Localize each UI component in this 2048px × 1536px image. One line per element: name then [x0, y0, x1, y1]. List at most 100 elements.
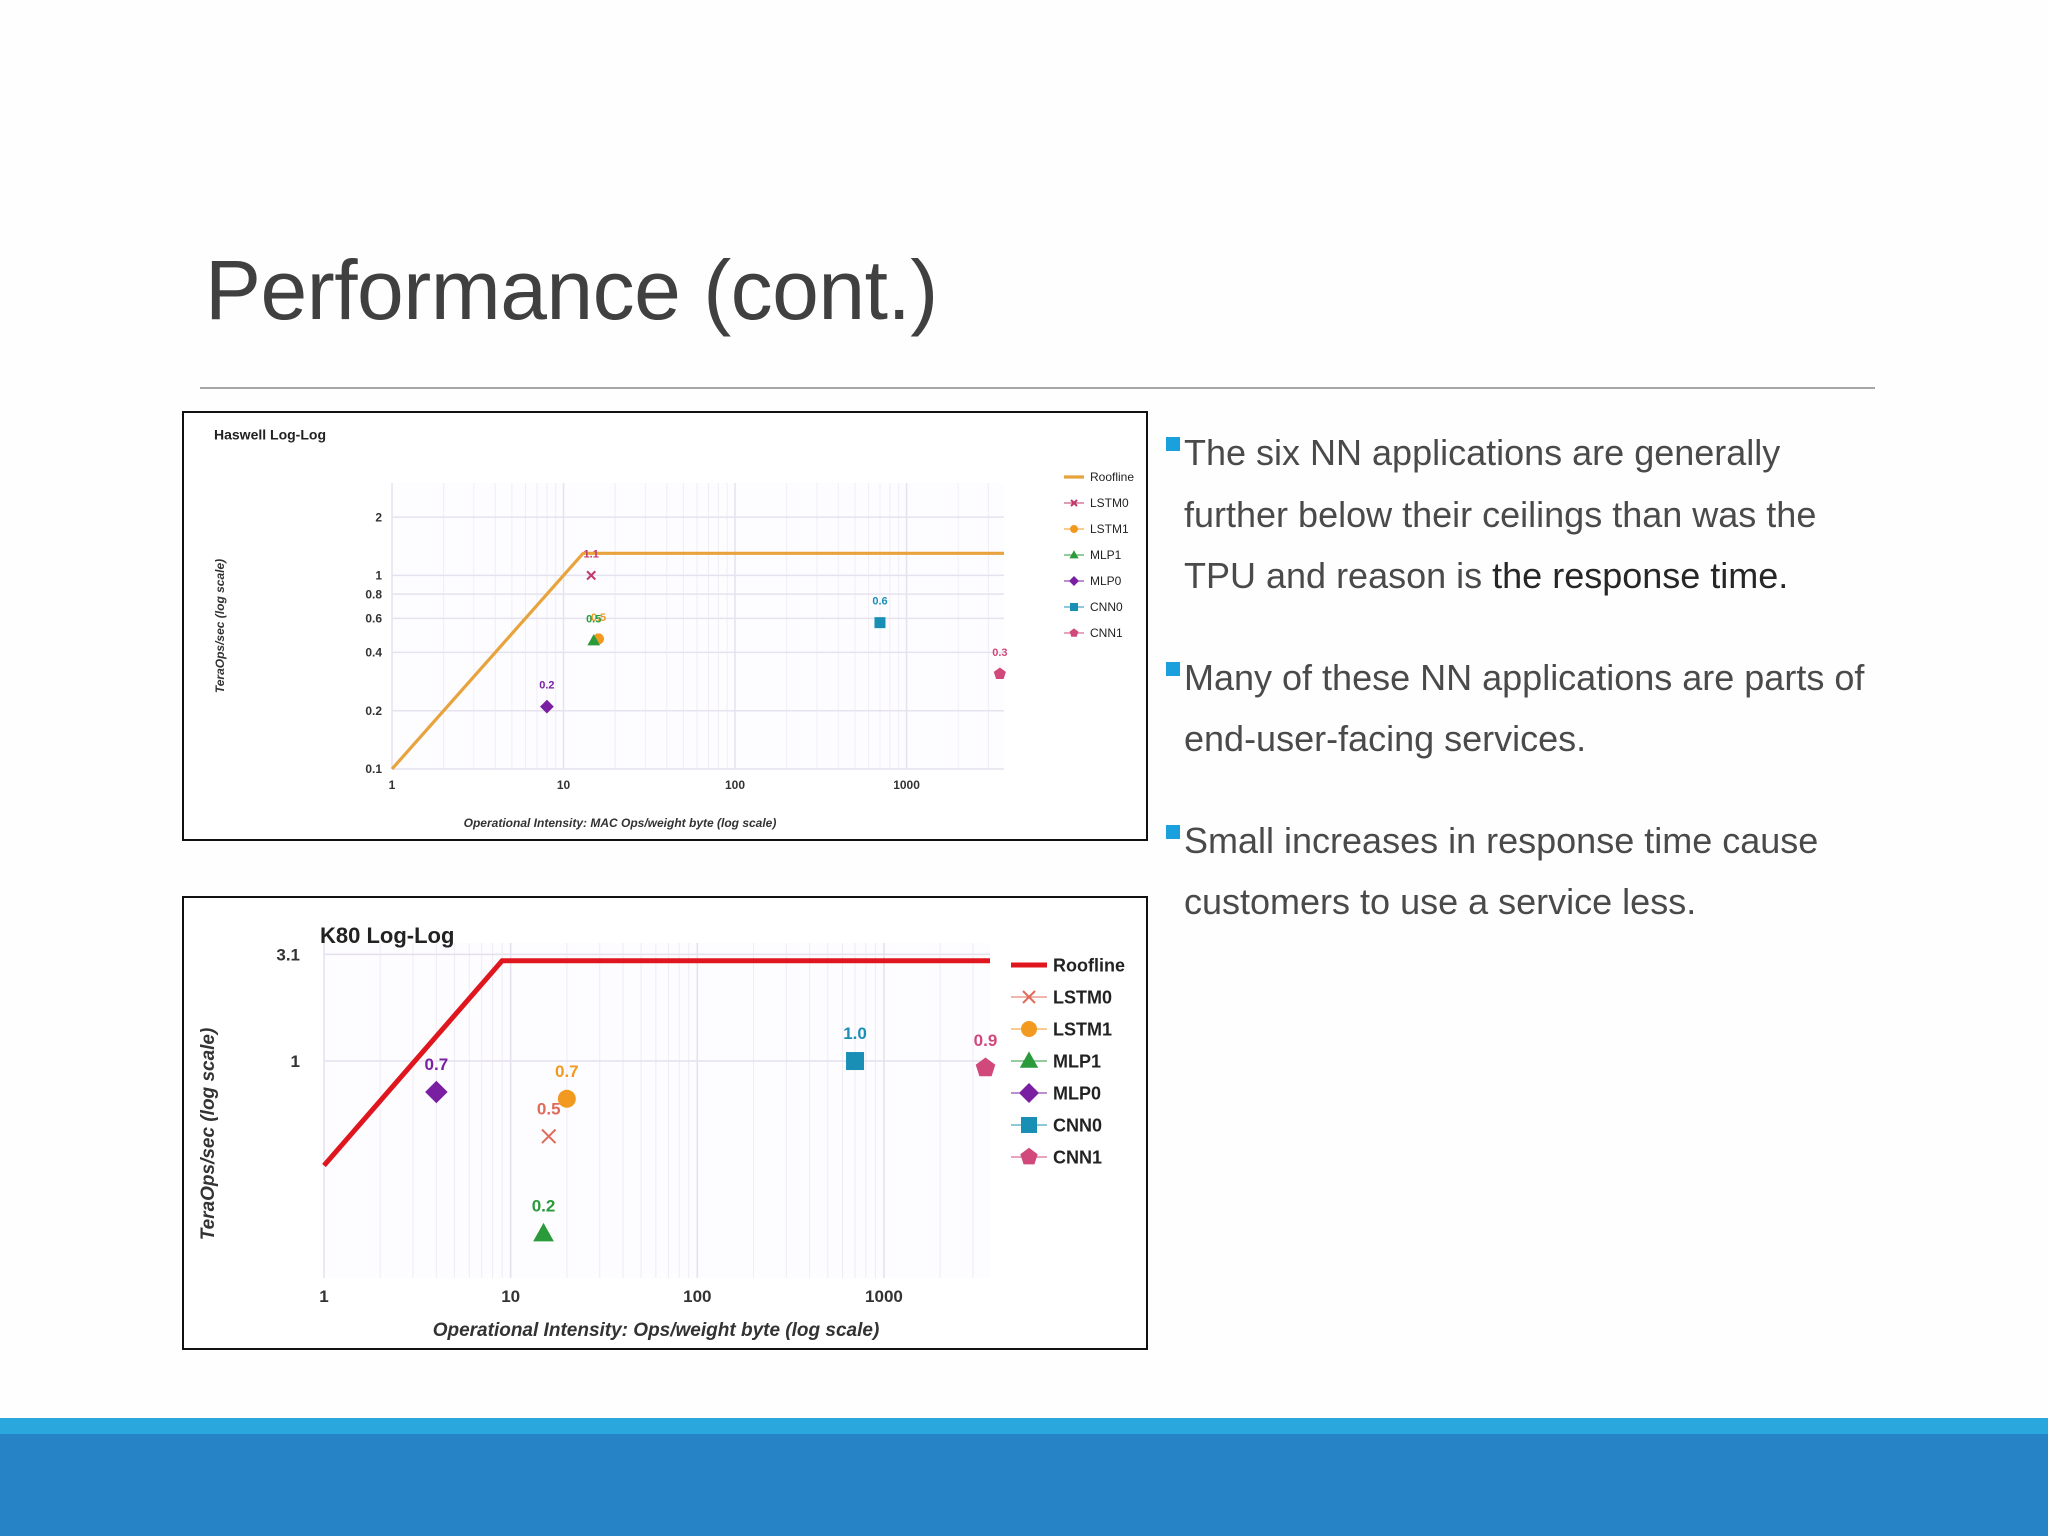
- data-point-mlp0: [425, 1080, 448, 1104]
- plot-area: [324, 943, 990, 1278]
- data-point-cnn1: [975, 1057, 996, 1077]
- data-label: 1.1: [584, 548, 599, 560]
- legend-marker-icon: [1069, 628, 1079, 637]
- x-tick-label: 100: [683, 1287, 711, 1306]
- bullet-text: The six NN applications are generally fu…: [1184, 432, 1817, 596]
- data-point-lstm0-stroke: [586, 570, 597, 581]
- grid: [391, 483, 1004, 770]
- x-tick-label: 10: [501, 1287, 520, 1306]
- legend-label: MLP1: [1090, 548, 1122, 562]
- x-tick-label: 100: [725, 778, 745, 792]
- y-tick-label: 2: [375, 510, 382, 524]
- bullet-marker-icon: [1166, 824, 1180, 839]
- legend-label: Roofline: [1090, 470, 1134, 484]
- data-label: 0.3: [992, 647, 1007, 659]
- legend-label: LSTM0: [1090, 496, 1129, 510]
- legend-label: CNN1: [1053, 1147, 1102, 1167]
- y-tick-label: 0.8: [365, 587, 382, 601]
- legend-label: CNN0: [1053, 1115, 1102, 1135]
- bullet-item: Many of these NN applications are parts …: [1162, 647, 1892, 770]
- data-label: 0.5: [537, 1099, 561, 1118]
- legend-label: Roofline: [1053, 955, 1125, 975]
- legend-marker-icon: [1022, 990, 1036, 1004]
- data-point-cnn1: [993, 667, 1006, 679]
- bullet-item: Small increases in response time cause c…: [1162, 810, 1892, 933]
- x-tick-label: 1: [389, 778, 396, 792]
- legend-label: CNN0: [1090, 600, 1123, 614]
- chart-title: Haswell Log-Log: [214, 426, 326, 442]
- legend-marker-icon: [1070, 525, 1078, 533]
- legend-marker-icon: [1069, 576, 1079, 586]
- y-tick-label: 1: [375, 569, 382, 583]
- data-point-cnn0: [846, 1052, 865, 1071]
- data-point-cnn0: [874, 617, 886, 629]
- x-tick-label: 1000: [865, 1287, 903, 1306]
- data-label: 0.5: [591, 612, 606, 624]
- legend-marker-icon-stroke: [1022, 990, 1036, 1004]
- footer-bar: [0, 1434, 2048, 1536]
- data-point-lstm1: [557, 1089, 576, 1108]
- data-point-lstm0: [586, 570, 597, 581]
- legend: Roofline LSTM0 LSTM1 MLP1 MLP0 CNN0 CNN1: [1064, 470, 1134, 640]
- legend-label: MLP1: [1053, 1051, 1101, 1071]
- legend-label: MLP0: [1090, 574, 1122, 588]
- k80-chart: 1 10 100 1000 1 3.1 K80 Log-Log Operational Int…: [198, 923, 1125, 1341]
- legend-label: LSTM1: [1090, 522, 1129, 536]
- data-label: 0.2: [539, 680, 554, 692]
- x-tick-label: 1: [319, 1287, 328, 1306]
- y-tick-label: 0.1: [365, 762, 382, 776]
- x-axis-label: Operational Intensity: Ops/weight byte (…: [433, 1320, 880, 1341]
- bullet-marker-icon: [1166, 437, 1180, 451]
- title-divider: [200, 387, 1875, 389]
- y-axis-label: TeraOps/sec (log scale): [198, 1028, 219, 1241]
- y-tick-label: 0.6: [365, 612, 382, 626]
- slide-title: Performance (cont.): [205, 243, 938, 337]
- legend-label: LSTM0: [1053, 987, 1112, 1007]
- data-label: 0.7: [555, 1062, 579, 1081]
- legend-marker-icon: [1020, 1147, 1038, 1165]
- legend-marker-icon: [1019, 1083, 1039, 1103]
- data-label: 0.7: [425, 1055, 449, 1074]
- data-point-mlp0: [540, 699, 554, 714]
- legend: Roofline LSTM0 LSTM1 MLP1 MLP0 CNN0 CNN1: [1011, 955, 1125, 1167]
- y-tick-label: 3.1: [276, 945, 300, 964]
- y-axis-label: TeraOps/sec (log scale): [213, 559, 227, 693]
- y-tick-label: 1: [291, 1052, 300, 1071]
- bullet-text: Small increases in response time cause c…: [1184, 819, 1819, 923]
- footer-accent-strip: [0, 1418, 2048, 1434]
- legend-marker-icon: [1070, 499, 1078, 507]
- roofline-line: [322, 958, 990, 1168]
- legend-label: CNN1: [1090, 626, 1123, 640]
- data-point-lstm0: [541, 1128, 557, 1144]
- data-label: 0.6: [872, 596, 887, 608]
- legend-marker-icon: [1070, 603, 1078, 611]
- legend-marker-icon-stroke: [1070, 499, 1078, 507]
- data-point-mlp1: [587, 634, 601, 646]
- x-tick-label: 10: [557, 778, 571, 792]
- data-label: 0.9: [974, 1031, 998, 1050]
- bullet-text: Many of these NN applications are parts …: [1184, 656, 1865, 760]
- legend-marker-icon: [1021, 1117, 1037, 1133]
- y-tick-label: 0.4: [365, 646, 382, 660]
- plot-area: [392, 483, 1004, 769]
- legend-label: LSTM1: [1053, 1019, 1112, 1039]
- bullet-list: The six NN applications are generally fu…: [1162, 422, 1892, 973]
- y-tick-label: 0.2: [365, 704, 382, 718]
- data-label: 0.2: [532, 1197, 556, 1216]
- data-point-lstm0-stroke: [541, 1128, 557, 1144]
- data-label: 1.0: [843, 1024, 867, 1043]
- haswell-chart-panel: 1 10 100 1000 0.1 0.2 0.4 0.6 0.8 1 2 Haswell Log-L…: [182, 411, 1148, 841]
- k80-chart-panel: 1 10 100 1000 1 3.1 K80 Log-Log Operational Int…: [182, 896, 1148, 1350]
- legend-marker-icon: [1019, 1051, 1039, 1068]
- haswell-chart: 1 10 100 1000 0.1 0.2 0.4 0.6 0.8 1 2 Haswell Log-L…: [213, 426, 1134, 830]
- roofline-line: [390, 551, 1004, 771]
- data-point-mlp1: [533, 1222, 554, 1242]
- legend-marker-icon: [1021, 1021, 1037, 1037]
- x-axis-label: Operational Intensity: MAC Ops/weight by…: [464, 816, 777, 830]
- legend-marker-icon: [1069, 550, 1079, 559]
- x-tick-label: 1000: [893, 778, 920, 792]
- chart-title: K80 Log-Log: [320, 923, 454, 948]
- legend-label: MLP0: [1053, 1083, 1101, 1103]
- bullet-emphasis: the response time.: [1492, 555, 1789, 596]
- data-label: 0.5: [586, 614, 601, 626]
